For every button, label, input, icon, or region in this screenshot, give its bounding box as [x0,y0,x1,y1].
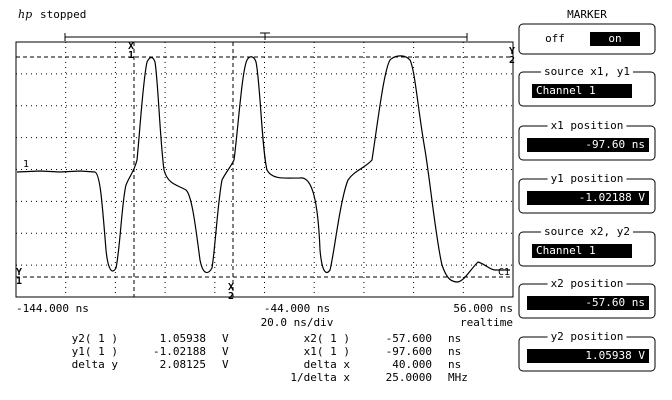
marker-index: 1 [128,50,134,61]
meas-unit: ns [448,332,461,345]
meas-label: delta y [72,358,119,371]
field-value: -97.60 ns [585,138,645,151]
label-bg [540,230,634,234]
x-label: -144.000 ns [16,302,89,315]
acq-mode: realtime [460,316,513,329]
toggle-on-bg [590,32,640,46]
marker-letter: Y [16,267,22,278]
trigger-marker [260,32,270,40]
status: stopped [40,8,86,21]
field-value: Channel 1 [536,244,596,257]
marker-index: 2 [509,55,515,66]
field-label: y2 position [551,330,624,343]
meas-value: -97.600 [386,345,432,358]
marker-index: 1 [16,276,22,287]
label-bg [540,70,634,74]
label-bg [547,335,627,339]
field-bg [527,296,649,310]
meas-label: 1/delta x [290,371,350,384]
toggle-off: off [545,32,565,45]
channel-tag: C1 [498,267,510,278]
field-bg [527,191,649,205]
meas-value: 40.000 [392,358,432,371]
meas-value: -1.02188 [153,345,206,358]
label-bg [547,124,627,128]
meas-label: x1( 1 ) [304,345,350,358]
field-bg [532,244,632,258]
marker-letter: Y [509,46,515,57]
marker-index: 2 [228,291,234,302]
field-label: x2 position [551,277,624,290]
field-value: Channel 1 [536,84,596,97]
toggle-box[interactable] [518,23,656,55]
field-value: -1.02188 V [579,191,646,204]
field-label: x1 position [551,119,624,132]
waveform [16,55,510,283]
field-bg [527,138,649,152]
toggle-on: on [608,32,621,45]
label-bg [547,177,627,181]
field-value: -57.60 ns [585,296,645,309]
x-label: 56.000 ns [453,302,513,315]
field-label: y1 position [551,172,624,185]
field-value: 1.05938 V [585,349,645,362]
meas-unit: V [222,332,229,345]
meas-value: 25.0000 [386,371,432,384]
meas-unit: V [222,358,229,371]
meas-label: y2( 1 ) [72,332,118,345]
label-bg [547,282,627,286]
meas-unit: ns [448,358,461,371]
channel-ground: 1 [23,159,29,170]
panel-title: MARKER [567,8,607,21]
meas-unit: V [222,345,229,358]
field-label: source x1, y1 [544,65,630,78]
meas-value: -57.600 [386,332,432,345]
meas-label: delta x [304,358,351,371]
x-label: -44.000 ns [264,302,330,315]
meas-value: 2.08125 [160,358,206,371]
field-label: source x2, y2 [544,225,630,238]
logo: hp [18,8,32,21]
meas-label: y1( 1 ) [72,345,118,358]
graticule [15,32,514,298]
meas-label: x2( 1 ) [304,332,350,345]
meas-value: 1.05938 [160,332,206,345]
timebase: 20.0 ns/div [261,316,334,329]
marker-letter: X [128,41,134,52]
field-bg [532,84,632,98]
marker-letter: X [228,282,234,293]
meas-unit: MHz [448,371,468,384]
field-bg [527,349,649,363]
meas-unit: ns [448,345,461,358]
